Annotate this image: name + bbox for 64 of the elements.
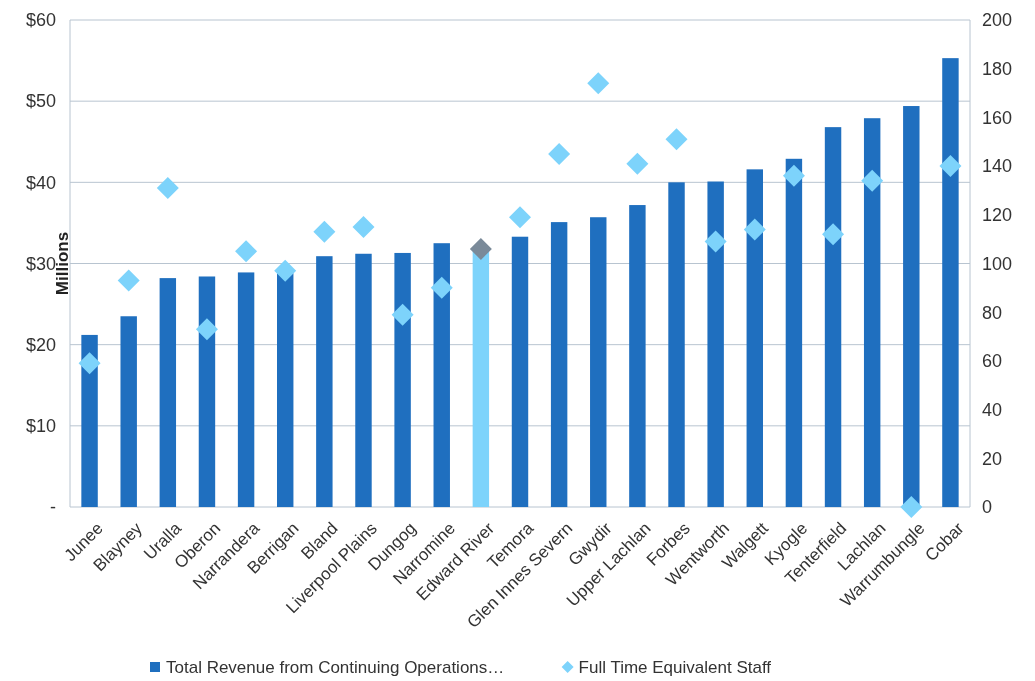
bar <box>590 217 607 507</box>
point <box>235 240 258 263</box>
point <box>391 303 414 326</box>
y-tick-label: $10 <box>25 416 56 437</box>
bar <box>785 158 803 507</box>
point <box>469 237 492 260</box>
legend-label: Full Time Equivalent Staff <box>578 657 772 677</box>
y2-tick-label: 80 <box>982 302 1003 323</box>
bar <box>668 182 685 507</box>
y2-tick-label: 40 <box>982 399 1003 420</box>
y2-tick-label: 100 <box>982 253 1013 274</box>
y2-tick-label: 60 <box>982 351 1003 372</box>
bar <box>824 127 842 507</box>
bar <box>198 276 216 507</box>
bar <box>746 169 763 507</box>
bar <box>863 118 881 507</box>
point <box>587 72 610 95</box>
point <box>822 223 845 246</box>
y2-tick-label: 140 <box>982 156 1013 177</box>
point <box>665 128 688 151</box>
bar <box>629 205 646 507</box>
point <box>782 164 805 187</box>
point <box>509 206 531 229</box>
y-tick-label: $60 <box>25 10 56 31</box>
point <box>939 155 962 178</box>
point <box>900 496 923 518</box>
point <box>548 142 571 165</box>
bar <box>316 256 333 507</box>
y-tick-label: $50 <box>25 91 56 112</box>
y2-tick-label: 200 <box>982 10 1013 31</box>
y2-tick-label: 0 <box>982 497 993 518</box>
bar <box>550 222 568 507</box>
point <box>78 352 101 375</box>
bar <box>237 272 255 507</box>
point <box>861 169 884 192</box>
bar <box>120 316 137 507</box>
point <box>743 218 766 241</box>
point <box>352 215 375 238</box>
y2-tick-label: 20 <box>982 448 1003 469</box>
y-tick-label: - <box>50 497 56 518</box>
bar <box>277 273 294 507</box>
point <box>195 318 218 341</box>
point <box>156 177 179 200</box>
legend-label: Total Revenue from Continuing Operations… <box>166 657 505 677</box>
y-tick-label: $20 <box>25 334 56 355</box>
point <box>626 152 649 175</box>
point <box>117 269 140 292</box>
point <box>704 230 727 253</box>
bar <box>394 252 411 507</box>
bar <box>903 106 920 507</box>
bar <box>355 253 372 507</box>
y2-tick-label: 120 <box>982 205 1013 226</box>
bar <box>707 181 724 507</box>
bar <box>511 236 529 507</box>
point <box>430 276 453 299</box>
y2-tick-label: 180 <box>982 59 1013 79</box>
bar <box>433 243 450 507</box>
bar <box>159 278 177 507</box>
y2-tick-label: 160 <box>982 107 1013 128</box>
bar <box>942 58 959 507</box>
point <box>274 259 297 282</box>
point <box>313 220 336 243</box>
bar <box>81 334 98 507</box>
y-tick-label: $40 <box>25 172 56 193</box>
